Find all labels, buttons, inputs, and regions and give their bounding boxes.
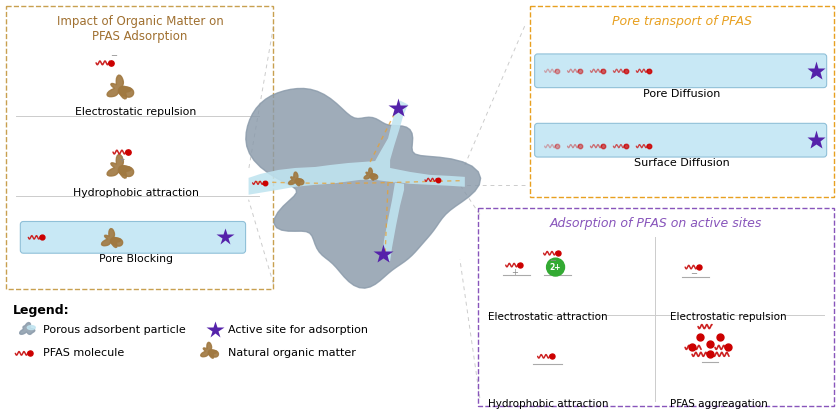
Polygon shape <box>107 75 131 99</box>
Text: PFAS molecule: PFAS molecule <box>43 348 124 358</box>
Text: −: − <box>111 51 118 60</box>
Polygon shape <box>201 342 217 358</box>
Text: Electrostatic repulsion: Electrostatic repulsion <box>670 312 787 322</box>
Text: +: + <box>118 154 124 164</box>
Text: −: − <box>549 256 556 265</box>
Polygon shape <box>19 323 34 335</box>
Polygon shape <box>107 154 131 178</box>
Text: 2+: 2+ <box>550 263 561 272</box>
Polygon shape <box>370 174 378 179</box>
FancyBboxPatch shape <box>20 221 245 253</box>
Polygon shape <box>208 350 218 357</box>
Text: Pore transport of PFAS: Pore transport of PFAS <box>612 15 752 28</box>
Circle shape <box>547 258 564 276</box>
Text: Adsorption of PFAS on active sites: Adsorption of PFAS on active sites <box>549 216 762 230</box>
FancyBboxPatch shape <box>534 123 827 157</box>
Text: +: + <box>512 268 518 277</box>
Text: Pore Blocking: Pore Blocking <box>99 254 173 264</box>
Polygon shape <box>102 229 121 247</box>
Text: Legend:: Legend: <box>13 304 70 317</box>
Polygon shape <box>118 166 134 176</box>
Polygon shape <box>288 172 302 186</box>
Polygon shape <box>295 178 304 185</box>
Text: Porous adsorbent particle: Porous adsorbent particle <box>43 325 186 335</box>
Text: Natural organic matter: Natural organic matter <box>228 348 355 358</box>
Text: Active site for adsorption: Active site for adsorption <box>228 325 368 335</box>
Polygon shape <box>249 100 465 261</box>
Text: Surface Diffusion: Surface Diffusion <box>633 158 729 168</box>
Text: Impact of Organic Matter on
PFAS Adsorption: Impact of Organic Matter on PFAS Adsorpt… <box>56 15 223 43</box>
Text: Pore Diffusion: Pore Diffusion <box>643 89 721 99</box>
Polygon shape <box>111 237 123 246</box>
Polygon shape <box>118 86 134 97</box>
Text: Electrostatic attraction: Electrostatic attraction <box>488 312 607 322</box>
Polygon shape <box>364 168 376 180</box>
Polygon shape <box>246 88 480 288</box>
Text: −: − <box>690 270 697 278</box>
Polygon shape <box>28 325 35 330</box>
FancyBboxPatch shape <box>534 54 827 88</box>
Text: PFAS aggreagation: PFAS aggreagation <box>670 399 768 409</box>
Text: Electrostatic repulsion: Electrostatic repulsion <box>76 107 197 117</box>
Text: Hydrophobic attraction: Hydrophobic attraction <box>73 188 199 198</box>
Text: Hydrophobic attraction: Hydrophobic attraction <box>488 399 608 409</box>
